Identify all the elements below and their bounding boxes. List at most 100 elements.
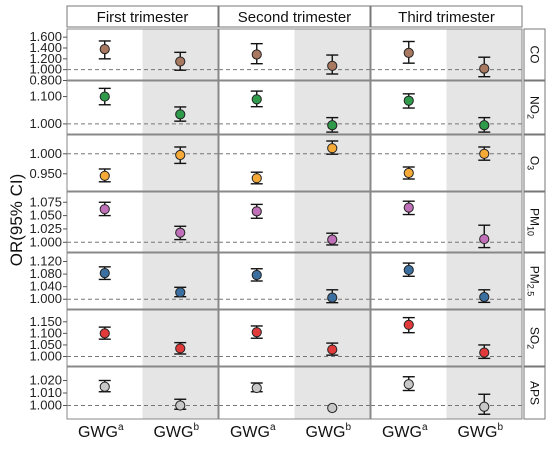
estimate-marker — [175, 287, 186, 298]
point-pm2-5-third-trimester-gwg-a — [402, 262, 415, 277]
point-so2-third-trimester-gwg-a — [402, 316, 415, 334]
estimate-marker — [327, 60, 338, 71]
estimate-marker — [99, 204, 110, 215]
strip-label-third-trimester: Third trimester — [398, 9, 495, 26]
x-label-sup: b — [193, 422, 199, 433]
panel-o3-first-trimester — [66, 134, 219, 192]
panel-border — [218, 252, 371, 310]
point-pm2-5-first-trimester-gwg-a — [98, 266, 111, 281]
point-no2-third-trimester-gwg-a — [402, 93, 415, 109]
point-aps-second-trimester-gwg-a — [250, 382, 263, 394]
estimate-marker — [175, 149, 186, 161]
y-tick-pm10-3: 1.000 — [29, 234, 62, 249]
row-label-co: CO — [528, 46, 542, 64]
estimate-marker — [403, 167, 414, 179]
point-o3-first-trimester-gwg-a — [98, 168, 111, 183]
y-tick-co-2: 1.200 — [29, 51, 62, 66]
strip-label-second-trimester: Second trimester — [238, 9, 351, 26]
panel-border — [370, 134, 523, 192]
x-label-third-trimester-gwga: GWGa — [382, 422, 428, 441]
point-o3-third-trimester-gwg-a — [402, 166, 415, 180]
point-pm2-5-second-trimester-gwg-b — [326, 289, 339, 304]
row-label-so2: SO2 — [526, 327, 542, 349]
point-no2-third-trimester-gwg-b — [478, 116, 491, 133]
y-tick-co-4: 0.800 — [29, 73, 62, 88]
point-no2-second-trimester-gwg-a — [250, 90, 263, 108]
estimate-marker — [99, 91, 110, 102]
row-label-sub: 10 — [526, 226, 536, 236]
y-tick-aps-2: 1.000 — [29, 398, 62, 413]
estimate-marker — [479, 347, 490, 358]
panel-no2-third-trimester — [370, 80, 523, 135]
x-label-sup: b — [345, 422, 351, 433]
x-label-main: GWG — [457, 424, 497, 441]
x-label-main: GWG — [230, 424, 270, 441]
y-tick-pm2-5-3: 1.000 — [29, 291, 62, 306]
estimate-marker — [479, 401, 490, 412]
point-pm2-5-second-trimester-gwg-a — [250, 268, 263, 282]
y-tick-aps-1: 1.010 — [29, 385, 62, 400]
panel-border — [218, 191, 371, 253]
y-tick-co-0: 1.600 — [29, 29, 62, 44]
panel-border — [218, 80, 371, 135]
row-strip-pm2-5 — [523, 252, 546, 310]
estimate-marker — [327, 143, 338, 154]
estimate-marker — [479, 291, 490, 303]
x-label-second-trimester-gwgb: GWGb — [305, 422, 351, 441]
panel-no2-second-trimester — [218, 80, 371, 135]
estimate-marker — [251, 206, 262, 217]
row-label-main: O — [528, 156, 542, 165]
x-label-third-trimester-gwgb: GWGb — [457, 422, 503, 441]
estimate-marker — [175, 400, 186, 411]
panel-pm2-5-third-trimester — [370, 252, 523, 310]
strip-third-trimester — [370, 5, 523, 28]
x-label-main: GWG — [78, 424, 118, 441]
point-pm10-third-trimester-gwg-a — [402, 200, 415, 216]
point-so2-second-trimester-gwg-b — [326, 342, 339, 356]
point-no2-first-trimester-gwg-a — [98, 87, 111, 106]
estimate-marker — [403, 47, 414, 58]
row-label-sub: 3 — [526, 165, 536, 170]
y-tick-pm10-2: 1.025 — [29, 221, 62, 236]
estimate-marker — [403, 319, 414, 330]
row-label-main: APS — [528, 381, 542, 405]
y-tick-so2-0: 1.150 — [29, 314, 62, 329]
panel-pm10-second-trimester — [218, 191, 371, 253]
panel-border — [370, 80, 523, 135]
panel-shade-gwg-b — [142, 367, 218, 419]
x-label-main: GWG — [153, 424, 193, 441]
column-strips: First trimester Second trimester Third tri… — [66, 5, 523, 28]
panel-border — [66, 80, 219, 135]
strip-label-first-trimester: First trimester — [97, 9, 189, 26]
row-label-sub: 2 — [526, 344, 536, 349]
point-pm10-second-trimester-gwg-b — [326, 232, 339, 246]
point-aps-third-trimester-gwg-a — [402, 376, 415, 392]
estimate-marker — [99, 268, 110, 279]
panel-o3-second-trimester — [218, 134, 371, 192]
point-aps-second-trimester-gwg-b — [327, 402, 338, 414]
row-label-main: NO — [528, 96, 542, 114]
estimate-marker — [479, 120, 490, 131]
panel-shade-gwg-b — [142, 192, 218, 252]
point-so2-second-trimester-gwg-a — [250, 325, 263, 339]
row-strip-no2 — [523, 80, 546, 135]
row-label-pm10: PM10 — [526, 208, 542, 236]
point-pm10-first-trimester-gwg-a — [98, 201, 111, 217]
estimate-marker — [403, 202, 414, 213]
row-strip-pm10 — [523, 191, 546, 253]
panel-pm2-5-first-trimester — [66, 252, 219, 310]
point-o3-third-trimester-gwg-b — [478, 146, 491, 161]
estimate-marker — [175, 109, 186, 120]
panel-border — [218, 134, 371, 192]
y-tick-labels: 1.6001.4001.2001.0000.8001.1001.0001.000… — [29, 29, 67, 413]
panel-co-second-trimester — [218, 28, 371, 81]
estimate-marker — [175, 56, 186, 67]
point-pm2-5-third-trimester-gwg-b — [478, 289, 491, 304]
estimate-marker — [251, 327, 262, 338]
panel-so2-first-trimester — [66, 309, 219, 367]
panel-o3-third-trimester — [370, 134, 523, 192]
point-o3-second-trimester-gwg-b — [326, 140, 339, 155]
estimate-marker — [175, 227, 186, 238]
